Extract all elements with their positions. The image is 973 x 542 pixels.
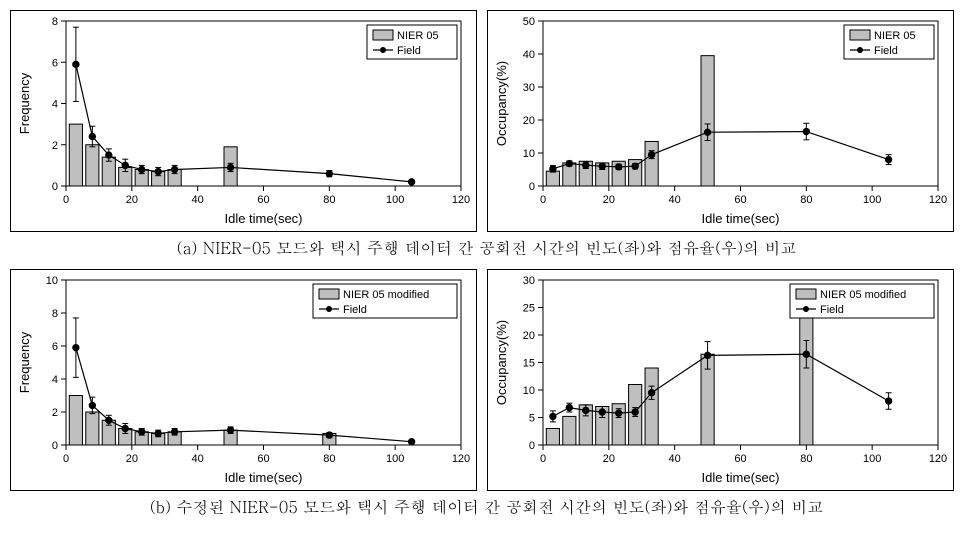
svg-text:0: 0 [52,440,58,452]
svg-text:8: 8 [52,16,58,28]
svg-text:6: 6 [52,57,58,69]
svg-text:NIER 05: NIER 05 [397,30,439,42]
svg-text:60: 60 [257,194,269,206]
svg-text:20: 20 [126,453,138,465]
svg-text:Idle time(sec): Idle time(sec) [224,211,302,226]
svg-text:100: 100 [863,194,881,206]
svg-text:40: 40 [669,453,681,465]
svg-text:8: 8 [52,308,58,320]
svg-text:100: 100 [386,453,404,465]
svg-text:0: 0 [63,453,69,465]
svg-text:Occupancy(%): Occupancy(%) [494,61,509,146]
svg-text:120: 120 [452,194,470,206]
svg-text:2: 2 [52,407,58,419]
svg-text:Occupancy(%): Occupancy(%) [494,320,509,405]
svg-text:NIER 05 modified: NIER 05 modified [343,289,429,301]
svg-text:40: 40 [192,194,204,206]
svg-text:20: 20 [523,330,535,342]
svg-text:0: 0 [529,181,535,193]
row-b: 0204060801001200246810Idle time(sec)Freq… [10,269,963,491]
svg-text:4: 4 [52,374,58,386]
svg-text:40: 40 [523,49,535,61]
svg-text:Frequency: Frequency [17,331,32,393]
svg-text:80: 80 [323,194,335,206]
svg-text:15: 15 [523,358,535,370]
svg-text:NIER 05: NIER 05 [874,30,916,42]
svg-text:0: 0 [63,194,69,206]
svg-text:0: 0 [52,181,58,193]
svg-text:60: 60 [734,194,746,206]
svg-text:6: 6 [52,341,58,353]
svg-text:80: 80 [800,453,812,465]
row-a: 02040608010012002468Idle time(sec)Freque… [10,10,963,232]
svg-text:30: 30 [523,275,535,287]
chart-a-right: 0 20 40 60 80 100 120 0 10 20 30 40 50 Idle time(sec)… [487,10,954,232]
svg-text:60: 60 [257,453,269,465]
svg-text:40: 40 [192,453,204,465]
svg-text:Frequency: Frequency [17,72,32,134]
svg-text:60: 60 [734,453,746,465]
svg-text:120: 120 [452,453,470,465]
svg-text:120: 120 [929,453,947,465]
svg-text:20: 20 [523,115,535,127]
svg-text:20: 20 [603,194,615,206]
svg-text:Idle time(sec): Idle time(sec) [701,470,779,485]
svg-text:Field: Field [343,304,367,316]
svg-text:40: 40 [669,194,681,206]
svg-text:80: 80 [323,453,335,465]
svg-text:20: 20 [603,453,615,465]
svg-text:Field: Field [874,45,898,57]
chart-a-left: 0 20 40 60 80 100 120 0 2 4 6 8 Idle time(sec) Freque… [10,10,477,232]
svg-text:5: 5 [529,413,535,425]
svg-text:0: 0 [529,440,535,452]
svg-text:30: 30 [523,82,535,94]
svg-text:100: 100 [386,194,404,206]
svg-text:50: 50 [523,16,535,28]
svg-text:100: 100 [863,453,881,465]
svg-text:20: 20 [126,194,138,206]
svg-text:4: 4 [52,99,58,111]
caption-b: (b) 수정된 NIER-05 모드와 택시 주행 데이터 간 공회전 시간의 … [10,495,963,518]
svg-text:2: 2 [52,140,58,152]
svg-text:Field: Field [397,45,421,57]
svg-text:0: 0 [540,453,546,465]
caption-a: (a) NIER-05 모드와 택시 주행 데이터 간 공회전 시간의 빈도(좌… [10,236,963,259]
svg-text:25: 25 [523,303,535,315]
chart-b-right: 0 20 40 60 80 100 120 0 5 10 15 20 25 30 Idle time(sec… [487,269,954,491]
svg-text:NIER 05 modified: NIER 05 modified [820,289,906,301]
svg-text:80: 80 [800,194,812,206]
svg-text:120: 120 [929,194,947,206]
svg-text:10: 10 [523,385,535,397]
svg-text:Field: Field [820,304,844,316]
svg-text:0: 0 [540,194,546,206]
svg-text:Idle time(sec): Idle time(sec) [701,211,779,226]
svg-text:Idle time(sec): Idle time(sec) [224,470,302,485]
svg-text:10: 10 [46,275,58,287]
svg-text:10: 10 [523,148,535,160]
chart-b-left: 0 20 40 60 80 100 120 0 2 4 6 8 10 Idle time(sec) Freq… [10,269,477,491]
